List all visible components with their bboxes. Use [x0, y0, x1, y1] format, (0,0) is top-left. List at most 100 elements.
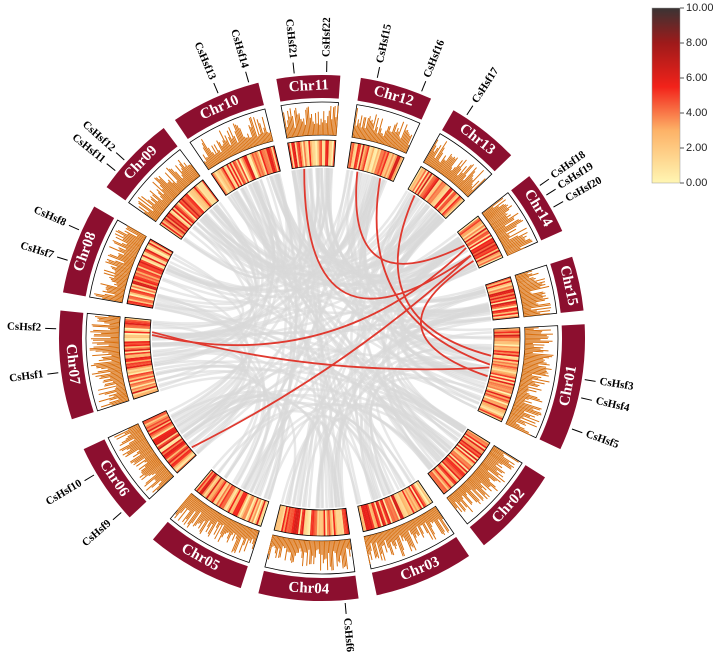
- heatmap-cell: [377, 150, 389, 176]
- heatmap-cell: [348, 142, 355, 169]
- density-bar: [345, 539, 347, 548]
- heatmap-cell: [124, 354, 151, 359]
- heatmap-cell: [492, 313, 519, 319]
- heatmap-cell: [395, 492, 409, 517]
- heatmap-cell: [199, 473, 218, 496]
- density-bar: [461, 484, 481, 505]
- density-bar: [187, 502, 204, 525]
- density-bar: [221, 145, 230, 159]
- density-bar: [515, 270, 533, 277]
- heatmap-cell: [333, 509, 338, 536]
- heatmap-cell: [488, 379, 515, 388]
- density-bar: [252, 529, 257, 540]
- density-bar: [108, 316, 121, 319]
- gene-label: CsHsf16: [421, 38, 447, 80]
- heatmap-cell: [128, 373, 155, 381]
- heatmap-cell: [147, 419, 172, 434]
- density-bar: [385, 131, 391, 146]
- heatmap-cell: [124, 327, 151, 331]
- heatmap-cell: [490, 372, 517, 380]
- heatmap-cell: [389, 155, 402, 181]
- density-bar: [117, 285, 126, 289]
- density-bar: [134, 449, 154, 463]
- density-bar: [301, 540, 304, 558]
- density-bar: [518, 281, 546, 289]
- heatmap-cell: [493, 349, 520, 354]
- heatmap-cell: [169, 447, 191, 466]
- heatmap-cell: [309, 509, 313, 536]
- gene-tick: [115, 152, 125, 161]
- density-bar: [148, 211, 159, 220]
- heatmap-cell: [483, 395, 509, 406]
- synteny-link: [350, 179, 386, 500]
- heatmap-cell: [246, 496, 258, 522]
- heatmap-cell: [127, 372, 154, 380]
- heatmap-cell: [489, 293, 516, 301]
- density-bar: [103, 269, 129, 279]
- heatmap-cell: [130, 284, 157, 294]
- density-bar: [463, 183, 473, 194]
- heatmap-cell: [195, 470, 214, 492]
- heatmap-cell: [125, 355, 152, 361]
- heatmap-cell: [267, 147, 277, 173]
- density-bar: [303, 118, 306, 136]
- heatmap-cell: [247, 153, 260, 179]
- density-bar: [259, 133, 264, 144]
- density-bar: [141, 458, 159, 472]
- density-bar: [499, 234, 510, 241]
- heatmap-cell: [493, 338, 520, 340]
- synteny-link: [401, 288, 486, 401]
- density-bar: [274, 536, 280, 554]
- density-bar: [476, 469, 491, 482]
- heatmap-cell: [179, 199, 200, 219]
- heatmap-cell: [308, 509, 312, 536]
- density-bar: [287, 120, 291, 138]
- density-bar: [160, 472, 171, 482]
- heatmap-cell: [322, 140, 324, 167]
- density-bar: [214, 153, 221, 163]
- density-bar: [457, 167, 477, 188]
- density-bar: [524, 327, 539, 329]
- density-bar: [114, 233, 141, 248]
- density-bar: [136, 453, 156, 467]
- density-bar: [433, 160, 440, 169]
- density-bar: [114, 294, 124, 298]
- synteny-link: [327, 168, 491, 319]
- gene-tick: [421, 80, 427, 92]
- heatmap-frame: [126, 238, 174, 309]
- density-bar: [477, 467, 496, 482]
- density-bar: [228, 127, 241, 153]
- density-bar: [479, 465, 501, 483]
- density-bar: [144, 451, 155, 460]
- heatmap-cell: [304, 140, 309, 167]
- heatmap-cell: [236, 493, 250, 518]
- heatmap-cell: [473, 245, 498, 259]
- density-bar: [184, 166, 196, 180]
- heatmap-cell: [125, 361, 152, 368]
- density-bar: [104, 322, 120, 325]
- density-bar: [343, 539, 349, 570]
- heatmap-cell: [124, 320, 151, 325]
- density-bar: [485, 457, 497, 466]
- density-bar: [136, 444, 150, 454]
- density-bar: [449, 495, 456, 503]
- heatmap-cell: [491, 363, 518, 370]
- density-bar: [484, 206, 500, 218]
- density-bar: [447, 496, 458, 509]
- heatmap-cell: [224, 487, 239, 512]
- heatmap-cell: [431, 469, 450, 491]
- density-bar: [522, 303, 539, 307]
- density-bar: [380, 135, 384, 144]
- density-bar: [235, 524, 243, 539]
- density-bar: [175, 171, 189, 187]
- density-bar: [144, 211, 157, 222]
- heatmap-cell: [484, 392, 510, 403]
- chromosome-band: [511, 176, 563, 241]
- density-bar: [298, 113, 302, 137]
- density-bar: [328, 110, 330, 136]
- histogram-frame: [128, 148, 201, 223]
- density-bar: [154, 468, 168, 481]
- density-bar: [307, 106, 311, 136]
- density-bar: [228, 136, 237, 155]
- heatmap-cell: [425, 179, 443, 202]
